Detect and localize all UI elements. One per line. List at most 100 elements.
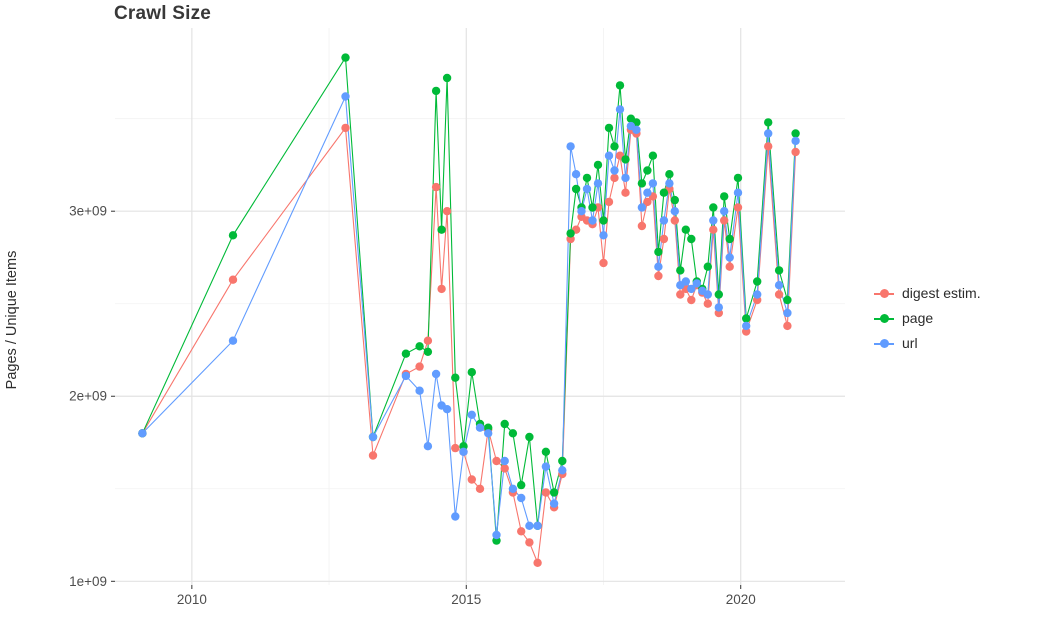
data-point <box>341 123 350 133</box>
data-point <box>654 271 663 281</box>
data-point <box>648 179 658 188</box>
data-point <box>654 247 663 257</box>
data-point <box>648 151 658 160</box>
legend-key <box>874 313 894 325</box>
data-point <box>783 295 792 305</box>
data-point <box>582 184 592 194</box>
data-point <box>415 386 424 395</box>
data-point <box>774 281 784 290</box>
data-point <box>341 92 350 101</box>
data-point <box>604 123 614 133</box>
data-point <box>228 336 238 345</box>
data-point <box>791 136 800 146</box>
data-point <box>687 284 696 294</box>
data-point <box>467 475 476 484</box>
data-point <box>791 147 800 157</box>
data-point <box>423 336 433 345</box>
data-point <box>517 480 526 490</box>
legend: digest estim. page url <box>874 286 981 351</box>
data-point <box>431 182 441 192</box>
data-point <box>637 221 647 231</box>
data-point <box>558 466 567 475</box>
data-point <box>637 203 647 212</box>
data-point <box>714 290 723 299</box>
data-point <box>742 321 751 331</box>
data-point <box>341 53 350 62</box>
data-point <box>783 321 792 331</box>
data-point <box>659 234 669 244</box>
data-point <box>692 279 701 288</box>
data-point <box>725 262 734 271</box>
data-point <box>753 290 762 299</box>
data-point <box>588 203 597 212</box>
data-point <box>610 142 619 151</box>
data-point <box>566 229 575 238</box>
chart-title: Crawl Size <box>114 3 212 24</box>
data-point <box>676 266 685 275</box>
data-point <box>431 86 441 96</box>
data-point <box>571 184 581 194</box>
legend-key <box>874 288 894 300</box>
data-point <box>764 118 773 127</box>
x-tick-label: 2020 <box>726 592 756 607</box>
data-point <box>541 462 551 471</box>
data-point <box>720 207 729 216</box>
data-point <box>500 456 509 466</box>
data-point <box>138 429 147 438</box>
data-point <box>582 173 592 183</box>
data-point <box>558 456 567 466</box>
data-point <box>593 179 603 188</box>
data-point <box>599 258 608 268</box>
series-line <box>141 55 797 541</box>
data-point <box>401 371 411 381</box>
data-point <box>451 443 460 453</box>
data-point <box>588 216 597 225</box>
data-point <box>451 512 460 521</box>
data-point <box>549 499 559 508</box>
data-point <box>703 299 712 308</box>
data-point <box>703 290 712 299</box>
data-point <box>709 203 718 212</box>
data-point <box>764 129 773 138</box>
data-point <box>415 342 424 351</box>
legend-key <box>874 338 894 350</box>
data-point <box>593 160 603 170</box>
data-point <box>643 188 652 197</box>
data-point <box>459 447 468 456</box>
data-point <box>442 405 452 414</box>
data-point <box>774 290 784 299</box>
data-point <box>492 456 501 466</box>
data-point <box>508 484 518 493</box>
data-point <box>687 234 696 244</box>
legend-item-digest-estim: digest estim. <box>874 286 981 301</box>
data-point <box>665 170 674 179</box>
legend-label: page <box>902 310 934 326</box>
data-point <box>431 369 441 379</box>
data-point <box>714 303 723 312</box>
data-point <box>632 125 641 134</box>
data-point <box>423 347 433 356</box>
y-tick-label: 1e+09 <box>69 574 107 589</box>
data-point <box>604 151 614 160</box>
legend-label: digest estim. <box>902 285 981 301</box>
data-point <box>615 81 625 90</box>
data-point <box>604 197 614 207</box>
data-point <box>720 192 729 201</box>
data-point <box>599 231 608 240</box>
x-tick-label: 2015 <box>451 592 481 607</box>
data-point <box>725 253 734 262</box>
series-line <box>141 126 797 564</box>
data-point <box>733 173 743 183</box>
legend-dot-icon <box>879 289 889 298</box>
x-tick-label: 2010 <box>177 592 207 607</box>
legend-dot-icon <box>879 339 889 348</box>
legend-label: url <box>902 335 918 351</box>
data-point <box>423 442 433 451</box>
data-point <box>475 423 485 432</box>
data-point <box>676 290 685 299</box>
data-point <box>670 216 679 225</box>
data-point <box>475 484 485 493</box>
data-point <box>610 166 619 175</box>
data-point <box>764 142 773 151</box>
